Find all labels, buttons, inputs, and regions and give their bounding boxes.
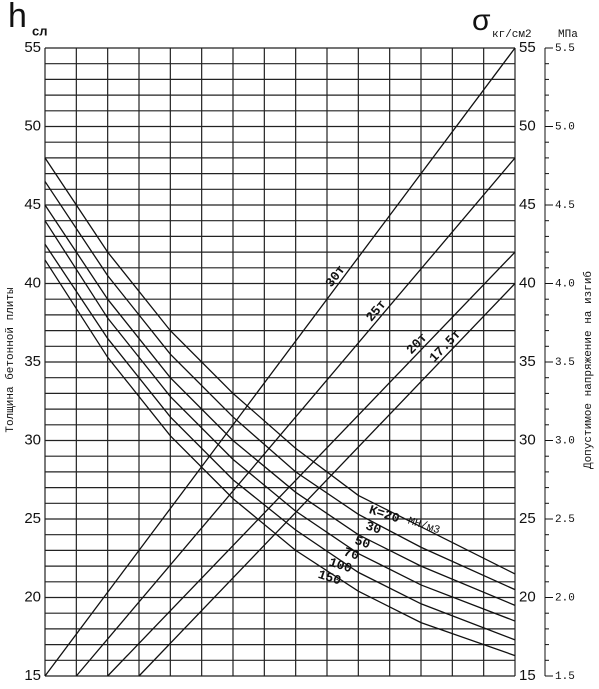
series-label: 30т [322,262,348,290]
series-label: 70 [342,545,362,564]
mpa-tick-label: 2.5 [555,514,575,526]
y2-axis-label: Допустимое напряжение на изгиб [582,271,595,469]
y-tick-label: 55 [24,39,41,56]
mpa-tick-label: 2.0 [555,592,575,604]
left-subscript: сл [32,23,48,38]
mpa-tick-label: 3.5 [555,357,575,369]
y2-tick-label: 30 [519,431,536,448]
series-line [44,181,516,591]
mpa-tick-label: 3.0 [555,435,575,447]
series-label: 100 [327,555,354,577]
series-label: 25т [363,297,390,325]
y-tick-label: 45 [24,196,41,213]
series-line [138,283,516,677]
y2-tick-label: 15 [519,667,536,684]
y-tick-label: 35 [24,353,41,370]
y-tick-label: 15 [24,667,41,684]
y2-tick-label: 55 [519,39,536,56]
y2-tick-label: 50 [519,117,536,134]
series-line [44,204,516,606]
series-line [44,259,516,657]
series-line [44,47,516,677]
mpa-tick-label: 4.0 [555,278,575,290]
series-label: 150 [316,567,343,589]
mpa-label: МПа [558,29,578,41]
left-symbol: h [8,0,27,35]
y2-tick-label: 35 [519,353,536,370]
series-line [75,157,516,677]
y-tick-label: 40 [24,274,41,291]
y2-tick-label: 40 [519,274,536,291]
mpa-tick-label: 1.5 [555,671,575,683]
mpa-tick-label: 5.0 [555,121,575,133]
y-tick-label: 50 [24,117,41,134]
y2-tick-label: 20 [519,588,536,605]
series-label: 30 [364,518,384,537]
y2-tick-label: 25 [519,510,536,527]
series-line [44,243,516,641]
mpa-tick-label: 5.5 [555,43,575,55]
y2-tick-label: 45 [519,196,536,213]
series-line [107,251,516,677]
y-axis-label: Толщина бетонной плиты [4,287,17,433]
mpa-tick-label: 4.5 [555,200,575,212]
right-symbol: σ [472,4,491,37]
series-line [44,157,516,575]
y-tick-label: 30 [24,431,41,448]
right-subscript: кг/см2 [492,29,532,41]
y-tick-label: 25 [24,510,41,527]
series-line [44,220,516,622]
series-label: 50 [353,533,373,552]
y-tick-label: 20 [24,588,41,605]
